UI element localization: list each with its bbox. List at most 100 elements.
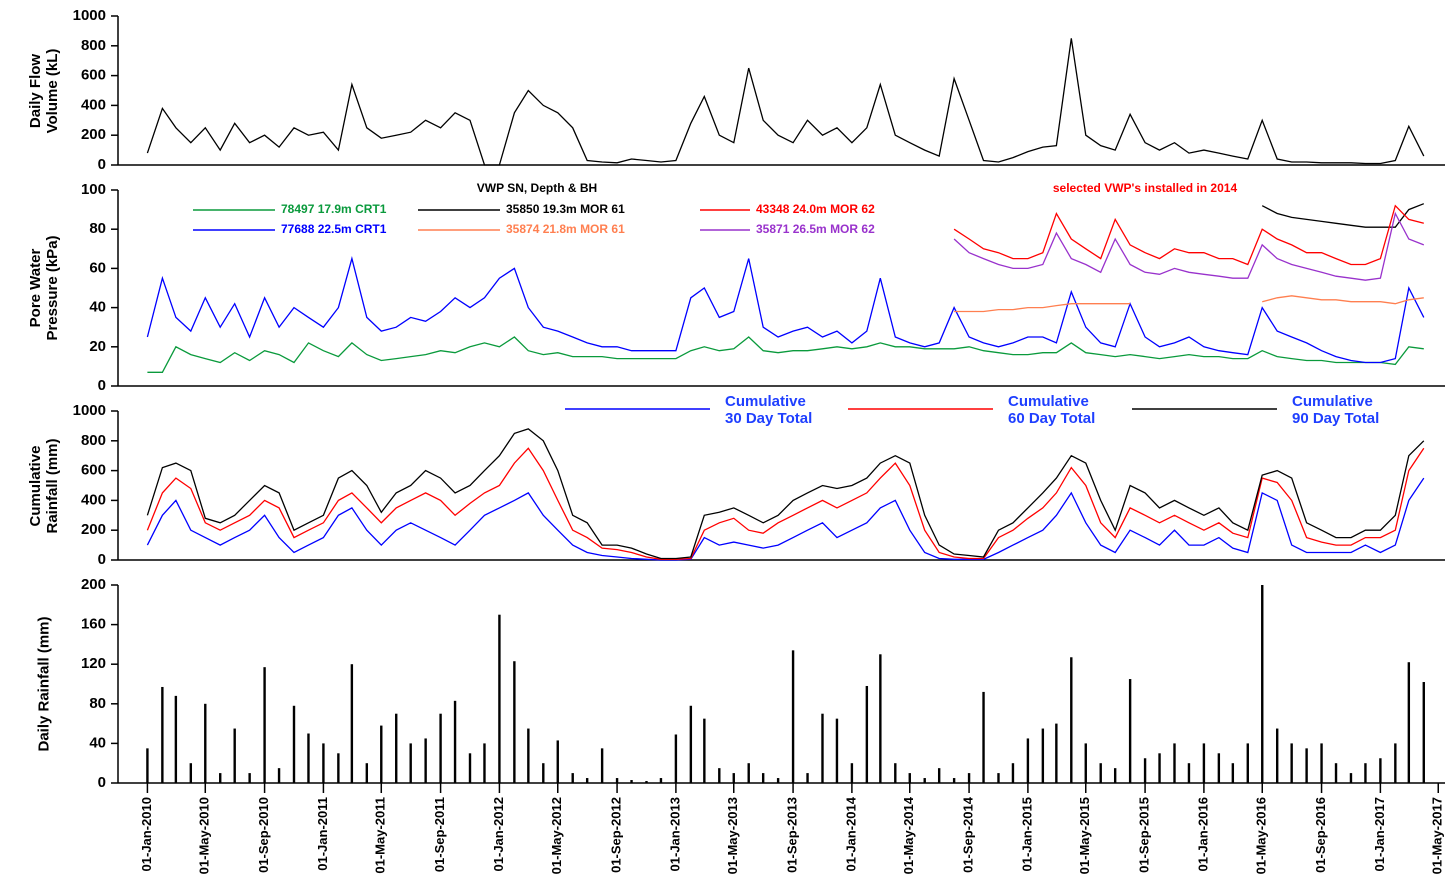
y-tick-label: 20 [89,338,106,355]
bar [865,685,869,783]
bar [424,738,427,783]
bar [718,768,721,783]
y-tick-label: 40 [89,299,106,316]
bar [585,778,589,783]
bar [1084,743,1087,783]
annotation-box [1010,179,1280,197]
bar [380,725,383,783]
bar [1187,763,1191,783]
y-tick-label: 200 [81,576,106,593]
y-tick-label: 100 [81,181,106,198]
legend-label: 43348 24.0m MOR 62 [756,202,875,216]
bar [527,728,530,783]
bar [806,773,809,783]
bar [1246,743,1249,783]
bar [1173,743,1176,783]
bar [571,773,574,783]
x-tick-label: 01-Jan-2017 [1372,797,1387,871]
x-tick-label: 01-Jan-2010 [139,797,154,871]
legend-title: VWP SN, Depth & BH [477,181,597,195]
x-tick-label: 01-May-2014 [901,796,916,874]
series-line [953,211,1425,281]
series-line [146,256,1425,364]
bar [776,778,780,783]
bar [1290,743,1293,783]
bar [1261,585,1264,783]
x-tick-label: 01-Jan-2016 [1195,797,1210,871]
legend-box [552,389,1412,431]
y-tick-label: 0 [98,377,106,394]
bar [219,773,222,783]
bar [453,700,457,783]
bar [1128,679,1132,783]
x-tick-label: 01-Sep-2016 [1313,797,1328,873]
x-tick-label: 01-Sep-2013 [785,797,800,873]
bar [1217,753,1221,783]
series-line [146,428,1425,560]
bar [1070,657,1073,783]
x-tick-label: 01-Jan-2011 [315,797,330,871]
bar [1011,763,1015,783]
y-tick-label: 400 [81,96,106,113]
series-line [146,477,1425,561]
bar [146,748,149,783]
bar [1379,758,1382,783]
bar [1364,763,1367,783]
x-tick-label: 01-May-2017 [1430,797,1445,874]
bar [513,661,516,783]
legend-label: 35871 26.5m MOR 62 [756,222,875,236]
bar [277,768,281,783]
bar [747,763,750,783]
bar [204,703,207,783]
y-tick-label: 800 [81,37,106,54]
bar [908,773,911,783]
series-line [147,336,1424,373]
bar [952,778,956,783]
x-tick-label: 01-Sep-2012 [609,797,624,873]
bar [439,713,442,783]
bar [791,650,795,783]
legend-label: 35874 21.8m MOR 61 [506,222,625,236]
y-tick-label: 800 [81,432,106,449]
y-axis-title: Pore Water Pressure (kPa) [27,235,61,341]
legend-label: Cumulative 90 Day Total [1292,393,1380,427]
bar [894,763,897,783]
y-axis-title: Daily Flow Volume (kL) [27,48,61,133]
y-tick-label: 0 [98,774,106,791]
bar [967,773,971,783]
bar [1231,763,1235,783]
legend-label: 78497 17.9m CRT1 [281,202,387,216]
series-line [953,204,1424,266]
bar [615,778,619,783]
bar [1143,758,1147,783]
x-tick-label: 01-Jan-2012 [491,797,506,871]
y-tick-label: 600 [81,67,106,84]
bar [483,743,486,783]
legend-label: 77688 22.5m CRT1 [281,222,387,236]
bar [835,718,839,783]
bar [263,667,266,783]
bar [937,768,941,783]
bar [1113,768,1117,783]
bar [630,780,633,783]
bar [821,713,824,783]
bar [322,743,325,783]
bar [879,654,882,783]
series-line [146,38,1425,166]
bar [645,781,648,783]
bar [1422,682,1425,783]
bar [1349,773,1353,783]
x-tick-label: 01-Sep-2010 [256,797,271,873]
bar [1041,728,1045,783]
legend-label: Cumulative 30 Day Total [725,393,813,427]
x-tick-label: 01-May-2015 [1077,797,1092,874]
y-tick-label: 200 [81,521,106,538]
y-tick-label: 120 [81,655,106,672]
bar [689,705,693,783]
bar [542,763,545,783]
series-line [1261,203,1425,228]
bar [337,753,340,783]
y-tick-label: 600 [81,462,106,479]
